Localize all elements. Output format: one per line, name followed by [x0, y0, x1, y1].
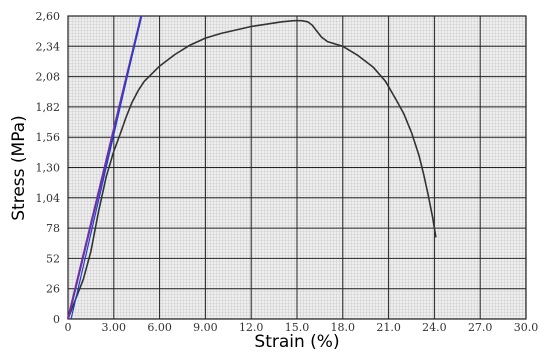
x-axis-title: Strain (%) — [254, 332, 339, 352]
plot-frame — [67, 15, 527, 320]
series-layer — [66, 15, 437, 320]
y-tick-label: 78 — [46, 222, 60, 235]
y-tick-label: 52 — [46, 252, 60, 265]
y-axis-title: Stress (MPa) — [9, 115, 29, 221]
y-tick-label: 2,60 — [36, 10, 61, 23]
x-tick-label: 0 — [65, 321, 72, 334]
y-tick-labels: 0 26 52 78 1,04 1,30 1,56 1,82 2,08 2,34 2,60 — [36, 10, 61, 326]
x-tick-labels: 0 3.00 6.00 9.00 12.0 15.0 18.0 21.0 24.0 27.0 30.… — [65, 321, 539, 334]
x-tick-label: 30.0 — [514, 321, 539, 334]
elastic-modulus-line — [70, 15, 142, 320]
x-tick-label: 21.0 — [376, 321, 401, 334]
y-tick-label: 1,82 — [36, 101, 61, 114]
x-tick-label: 27.0 — [468, 321, 493, 334]
y-tick-label: 1,56 — [36, 131, 61, 144]
y-tick-label: 2,08 — [36, 71, 61, 84]
stress-strain-curve — [67, 19, 437, 320]
x-tick-label: 15.0 — [285, 321, 310, 334]
y-tick-label: 1,04 — [36, 192, 61, 205]
y-tick-label: 2,34 — [36, 40, 61, 53]
x-tick-label: 24.0 — [422, 321, 447, 334]
y-tick-label: 0 — [53, 313, 60, 326]
y-tick-label: 26 — [46, 283, 60, 296]
x-tick-label: 6.00 — [147, 321, 172, 334]
x-tick-label: 3.00 — [102, 321, 127, 334]
y-tick-label: 1,30 — [36, 162, 61, 175]
x-tick-label: 12.0 — [239, 321, 264, 334]
x-tick-label: 9.00 — [193, 321, 218, 334]
x-tick-label: 18.0 — [331, 321, 356, 334]
